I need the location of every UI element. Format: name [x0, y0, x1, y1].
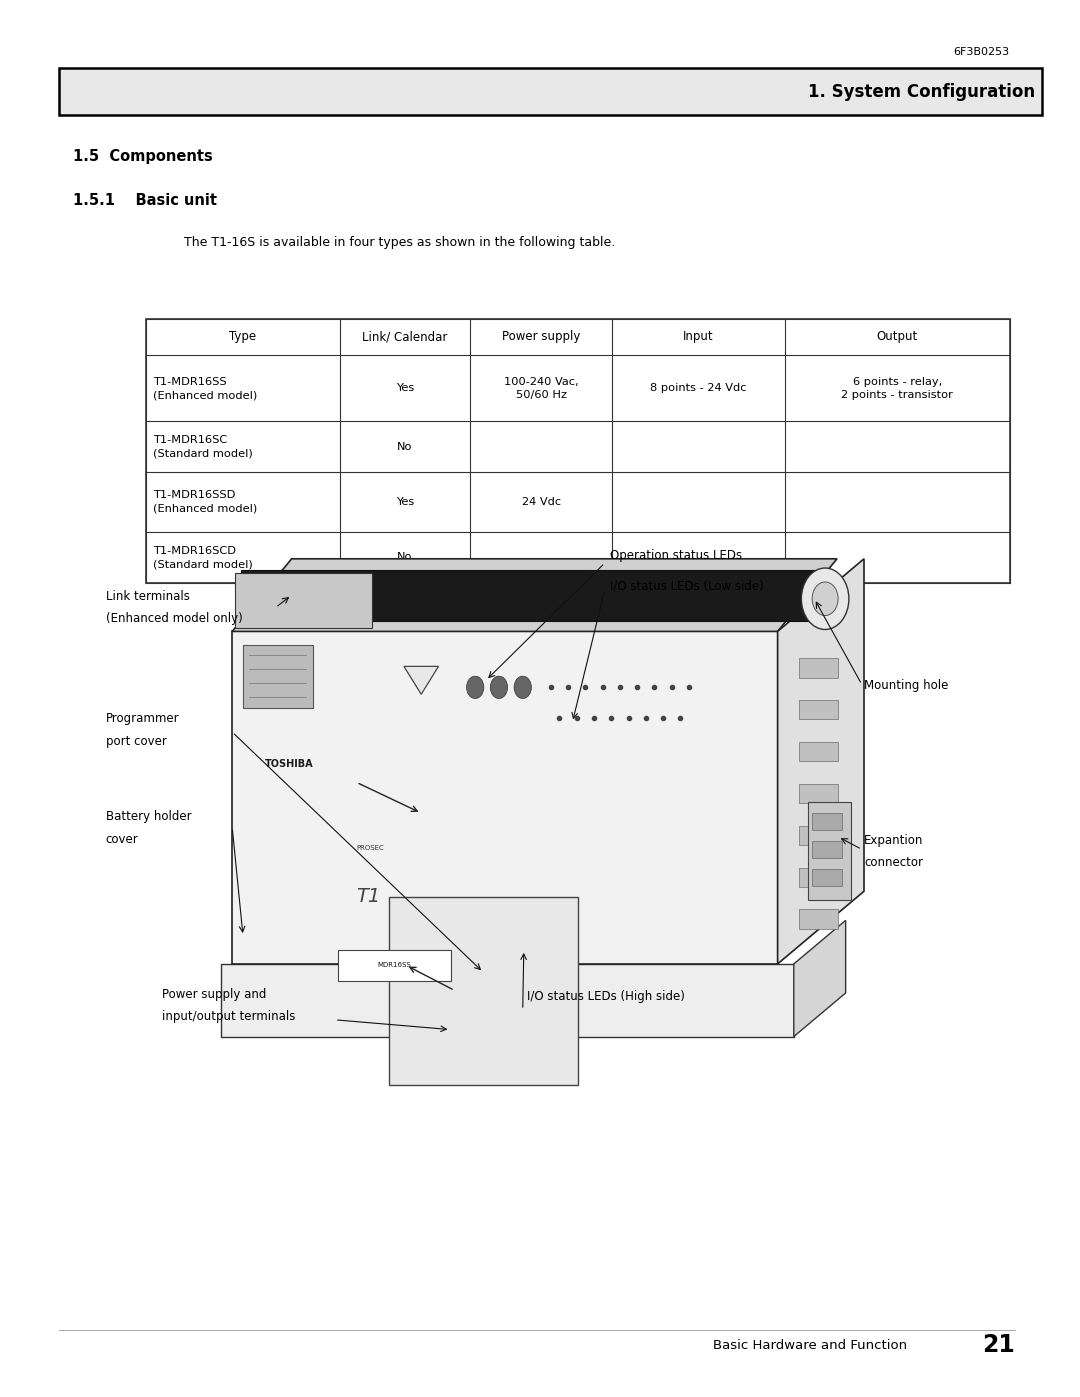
Text: Output: Output	[877, 331, 918, 344]
Polygon shape	[241, 570, 816, 620]
Bar	[812, 841, 842, 858]
Bar	[808, 802, 851, 900]
Text: The T1-16S is available in four types as shown in the following table.: The T1-16S is available in four types as…	[184, 236, 615, 249]
Bar	[799, 742, 838, 761]
Text: T1-MDR16SSD
(Enhanced model): T1-MDR16SSD (Enhanced model)	[153, 490, 258, 514]
Bar	[812, 869, 842, 886]
Circle shape	[490, 676, 508, 698]
Text: Power supply: Power supply	[502, 331, 580, 344]
Text: No: No	[397, 441, 413, 451]
Text: input/output terminals: input/output terminals	[162, 1010, 295, 1023]
Text: Type: Type	[229, 331, 256, 344]
Text: 6F3B0253: 6F3B0253	[954, 47, 1010, 57]
Polygon shape	[221, 964, 794, 1037]
Text: T1-MDR16SC
(Standard model): T1-MDR16SC (Standard model)	[153, 434, 253, 458]
Circle shape	[467, 676, 484, 698]
Text: PROSEC: PROSEC	[356, 845, 384, 851]
Text: Yes: Yes	[396, 384, 414, 394]
Text: 1.5.1    Basic unit: 1.5.1 Basic unit	[73, 193, 217, 208]
Circle shape	[801, 569, 849, 630]
Text: Input: Input	[683, 331, 714, 344]
Bar	[389, 897, 578, 1085]
Text: Programmer: Programmer	[106, 712, 179, 725]
Text: MDR16SS: MDR16SS	[378, 963, 411, 968]
Text: port cover: port cover	[106, 735, 166, 747]
Polygon shape	[794, 921, 846, 1037]
Bar	[799, 909, 838, 929]
Polygon shape	[778, 559, 864, 964]
Bar	[59, 68, 1042, 115]
Text: 100-240 Vac,
50/60 Hz: 100-240 Vac, 50/60 Hz	[504, 377, 579, 400]
Text: (Enhanced model only): (Enhanced model only)	[106, 612, 243, 624]
Bar	[799, 658, 838, 678]
Text: connector: connector	[864, 856, 923, 869]
Polygon shape	[232, 631, 778, 964]
Text: T1-MDR16SCD
(Standard model): T1-MDR16SCD (Standard model)	[153, 546, 253, 569]
Text: Expantion: Expantion	[864, 834, 923, 847]
Bar	[799, 784, 838, 803]
Text: 24 Vdc: 24 Vdc	[522, 497, 561, 507]
Text: 1.5  Components: 1.5 Components	[73, 149, 213, 165]
Polygon shape	[404, 666, 438, 694]
Text: TOSHIBA: TOSHIBA	[265, 759, 313, 770]
Bar	[799, 826, 838, 845]
Text: Battery holder: Battery holder	[106, 810, 191, 823]
Text: 6 points - relay,
2 points - transistor: 6 points - relay, 2 points - transistor	[841, 377, 954, 400]
Text: cover: cover	[106, 833, 138, 845]
Bar	[243, 645, 313, 708]
Text: Basic Hardware and Function: Basic Hardware and Function	[713, 1338, 907, 1352]
Text: 1. System Configuration: 1. System Configuration	[808, 82, 1035, 101]
Text: 8 points - 24 Vdc: 8 points - 24 Vdc	[650, 384, 746, 394]
Circle shape	[514, 676, 531, 698]
Text: T1: T1	[356, 887, 380, 907]
Text: Yes: Yes	[396, 497, 414, 507]
Bar	[146, 319, 1010, 583]
Text: Mounting hole: Mounting hole	[864, 679, 948, 692]
Text: I/O status LEDs (Low side): I/O status LEDs (Low side)	[610, 580, 764, 592]
Bar	[812, 813, 842, 830]
Text: 21: 21	[983, 1333, 1015, 1358]
Text: Link/ Calendar: Link/ Calendar	[362, 331, 448, 344]
Bar	[799, 700, 838, 719]
Text: Power supply and: Power supply and	[162, 988, 267, 1000]
Text: Link terminals: Link terminals	[106, 590, 190, 602]
Text: I/O status LEDs (High side): I/O status LEDs (High side)	[527, 990, 685, 1003]
Bar	[235, 573, 372, 627]
Text: T1-MDR16SS
(Enhanced model): T1-MDR16SS (Enhanced model)	[153, 377, 258, 400]
Polygon shape	[232, 559, 837, 631]
Bar	[799, 868, 838, 887]
Circle shape	[812, 583, 838, 616]
Bar	[338, 950, 451, 981]
Text: Operation status LEDs: Operation status LEDs	[610, 549, 742, 562]
Text: No: No	[397, 552, 413, 563]
